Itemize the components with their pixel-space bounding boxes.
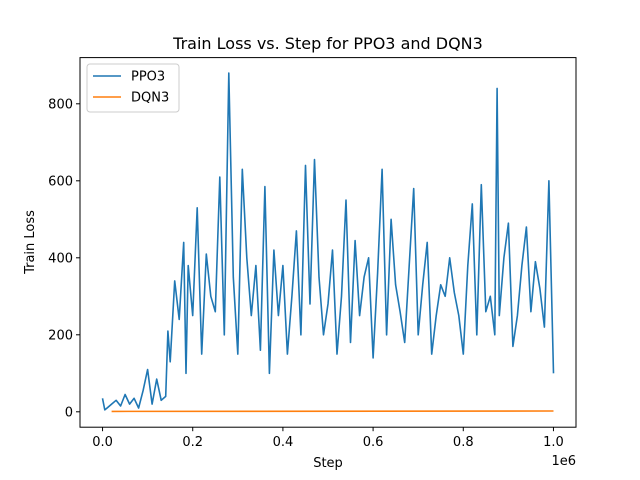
legend-label-ppo3: PPO3 <box>131 70 165 85</box>
x-axis-label: Step <box>313 456 343 471</box>
legend-label-dqn3: DQN3 <box>131 91 169 106</box>
x-scale-offset-label: 1e6 <box>551 454 576 469</box>
y-tick-label: 600 <box>48 174 73 189</box>
y-tick-label: 0 <box>65 405 73 420</box>
x-tick-label: 0.2 <box>182 435 203 450</box>
x-tick-label: 0.0 <box>92 435 113 450</box>
x-tick-label: 0.4 <box>273 435 294 450</box>
x-tick-label: 1.0 <box>543 435 564 450</box>
y-tick-label: 800 <box>48 97 73 112</box>
chart-title: Train Loss vs. Step for PPO3 and DQN3 <box>172 34 483 53</box>
x-tick-label: 0.6 <box>363 435 384 450</box>
y-axis: 0 200 400 600 800 <box>48 97 80 420</box>
plot-frame <box>79 57 577 428</box>
y-tick-label: 200 <box>48 328 73 343</box>
y-axis-label: Train Loss <box>23 210 38 275</box>
y-tick-label: 400 <box>48 251 73 266</box>
series-line-ppo3 <box>101 72 555 411</box>
x-tick-label: 0.8 <box>453 435 474 450</box>
plot-lines <box>101 72 555 413</box>
legend: PPO3 DQN3 <box>86 63 180 113</box>
x-axis: 0.0 0.2 0.4 0.6 0.8 1.0 <box>92 427 564 450</box>
